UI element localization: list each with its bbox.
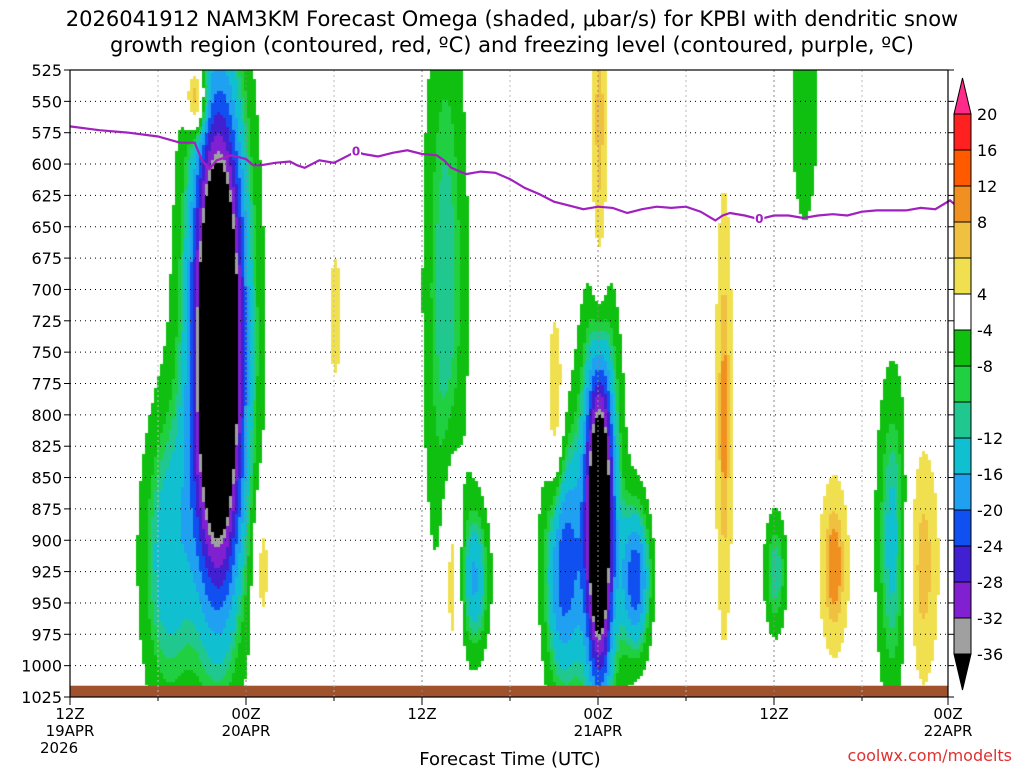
colorbar-label: -20	[977, 501, 1003, 520]
colorbar-bin	[953, 113, 972, 151]
colorbar-label: -4	[977, 321, 993, 340]
ground-surface	[70, 685, 948, 697]
colorbar-cap-bottom	[953, 653, 972, 691]
freezing-level-label: 0	[352, 145, 360, 159]
y-tick-label: 600	[31, 155, 62, 174]
x-tick-label: 20APR	[222, 722, 271, 740]
y-tick-label: 875	[31, 500, 62, 519]
y-tick-label: 750	[31, 343, 62, 362]
colorbar-bin	[953, 617, 972, 655]
colorbar-bin	[953, 221, 972, 259]
x-tick-label: 22APR	[924, 722, 973, 740]
colorbar-bin	[953, 329, 972, 367]
colorbar-bin	[953, 581, 972, 619]
colorbar-label: 12	[977, 177, 997, 196]
freezing-level-label-bg	[754, 211, 765, 226]
y-tick-label: 1000	[21, 657, 62, 676]
colorbar-label: -36	[977, 645, 1003, 664]
y-tick-label: 800	[31, 406, 62, 425]
y-tick-label: 525	[31, 61, 62, 80]
y-tick-label: 700	[31, 280, 62, 299]
x-tick-label: 2026	[40, 739, 78, 757]
y-tick-label: 975	[31, 625, 62, 644]
freezing-level-label-bg	[351, 143, 361, 158]
x-tick-label: 00Z	[231, 705, 260, 723]
y-tick-label: 925	[31, 563, 62, 582]
colorbar-bin	[953, 473, 972, 511]
colorbar-bin	[953, 545, 972, 583]
x-tick-label: 21APR	[574, 722, 623, 740]
y-axis-ticks: 525 550 575 600 625 650 675 700 725 750 775 800 825 8…	[21, 61, 954, 707]
chart-title-line1: 2026041912 NAM3KM Forecast Omega (shaded…	[66, 7, 958, 31]
colorbar-label: -32	[977, 609, 1003, 628]
colorbar-cap-top	[953, 77, 972, 115]
source-credit: coolwx.com/modelts	[848, 746, 1012, 765]
y-tick-label: 575	[31, 124, 62, 143]
x-axis-title: Forecast Time (UTC)	[419, 749, 600, 768]
x-tick-label: 12Z	[759, 705, 788, 723]
colorbar-bin	[953, 509, 972, 547]
omega-raster	[70, 70, 948, 697]
colorbar-bin	[953, 185, 972, 223]
y-tick-label: 1025	[21, 688, 62, 707]
y-tick-label: 725	[31, 312, 62, 331]
x-tick-label: 12Z	[55, 705, 84, 723]
colorbar-label: -8	[977, 357, 993, 376]
colorbar-bin	[953, 257, 972, 295]
y-tick-label: 650	[31, 218, 62, 237]
y-tick-label: 675	[31, 249, 62, 268]
y-tick-label: 775	[31, 375, 62, 394]
chart-title-line2: growth region (contoured, red, ºC) and f…	[110, 33, 914, 57]
colorbar: 20 16 12 8 4 -4 -8 -12 -16 -20 -24 -28 -32 -36	[953, 77, 1003, 691]
colorbar-bin	[953, 401, 972, 439]
colorbar-label: -24	[977, 537, 1003, 556]
y-tick-label: 900	[31, 531, 62, 550]
omega-field	[70, 70, 948, 697]
y-tick-label: 625	[31, 186, 62, 205]
colorbar-label: -28	[977, 573, 1003, 592]
colorbar-label: -12	[977, 429, 1003, 448]
colorbar-label: 20	[977, 105, 997, 124]
x-tick-label: 00Z	[933, 705, 962, 723]
colorbar-label: 4	[977, 285, 987, 304]
y-tick-label: 950	[31, 594, 62, 613]
x-tick-label: 19APR	[46, 722, 95, 740]
x-tick-label: 00Z	[583, 705, 612, 723]
y-tick-label: 550	[31, 92, 62, 111]
freezing-level-label: 0	[755, 212, 763, 226]
colorbar-bin	[953, 365, 972, 403]
colorbar-label: 16	[977, 141, 997, 160]
colorbar-bin	[953, 437, 972, 475]
colorbar-bin	[953, 293, 972, 331]
colorbar-bin	[953, 149, 972, 187]
colorbar-label: -16	[977, 465, 1003, 484]
y-tick-label: 825	[31, 437, 62, 456]
x-tick-label: 12Z	[407, 705, 436, 723]
y-tick-label: 850	[31, 469, 62, 488]
freezing-level-line	[69, 125, 959, 222]
freezing-level-contour: 00	[69, 125, 959, 226]
colorbar-label: 8	[977, 213, 987, 232]
